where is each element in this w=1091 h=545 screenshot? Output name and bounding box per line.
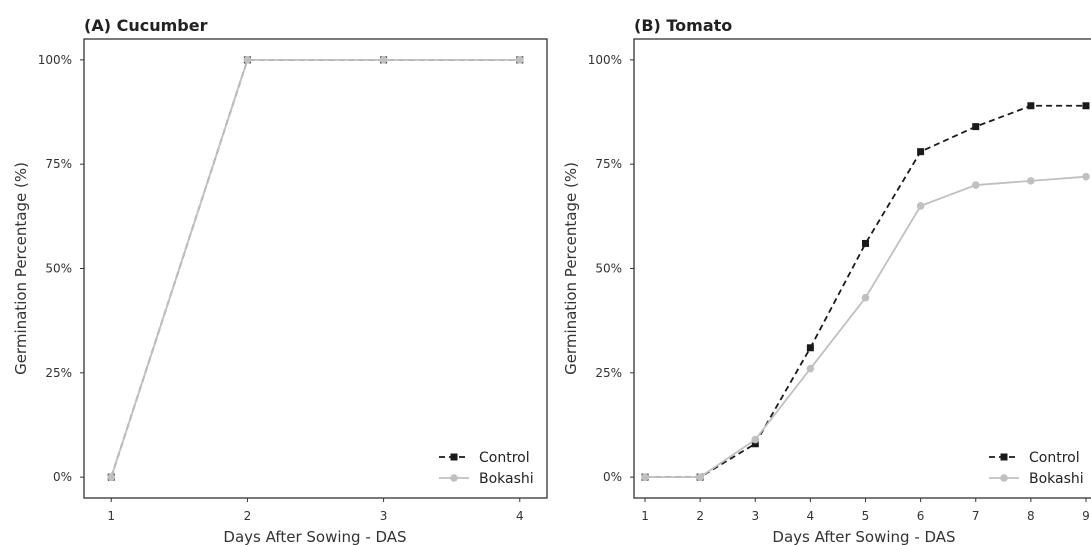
y-tick-label: 50%: [595, 262, 622, 276]
legend-label-control: Control: [479, 450, 530, 466]
series-line-control: [110, 58, 520, 478]
x-tick-label: 5: [862, 509, 870, 523]
legend-label-bokashi: Bokashi: [479, 471, 534, 487]
y-tick-label: 50%: [45, 262, 72, 276]
series-line-bokashi: [110, 58, 520, 478]
data-point-control: [917, 148, 925, 156]
legend-marker-bokashi: [450, 474, 458, 482]
series-control: [641, 102, 1090, 481]
data-point-control: [806, 344, 814, 352]
x-tick-label: 1: [641, 509, 649, 523]
y-tick-label: 100%: [588, 53, 622, 67]
y-tick-label: 75%: [595, 157, 622, 171]
x-tick-label: 7: [972, 509, 980, 523]
data-point-bokashi: [751, 435, 760, 444]
chart-title: (A) Cucumber: [84, 16, 208, 35]
series-line-control: [645, 104, 1086, 479]
legend-label-bokashi: Bokashi: [1029, 471, 1084, 487]
data-point-control: [972, 123, 980, 131]
data-point-bokashi: [107, 473, 116, 481]
data-point-bokashi: [971, 181, 980, 189]
plot-frame: [633, 38, 1091, 499]
series-bokashi: [107, 56, 524, 481]
x-tick-label: 6: [917, 509, 925, 523]
x-tick-label: 8: [1027, 509, 1035, 523]
data-point-bokashi: [696, 473, 704, 481]
data-point-control: [1027, 102, 1035, 110]
legend-label-control: Control: [1029, 450, 1080, 466]
data-point-control: [1082, 102, 1090, 110]
data-point-bokashi: [916, 202, 925, 210]
panel-tomato: (B) Tomato 0% 25% 50% 75% 100% 1 2 3 4 5 6 7 8 9 Days A…: [562, 16, 1091, 545]
x-axis-label: Days After Sowing - DAS: [223, 528, 406, 545]
x-tick-label: 9: [1082, 509, 1090, 523]
data-point-bokashi: [1027, 177, 1035, 185]
data-point-bokashi: [806, 364, 815, 373]
x-tick-label: 4: [516, 509, 524, 523]
y-tick-label: 25%: [595, 366, 622, 380]
legend-marker-bokashi: [1000, 474, 1008, 482]
series-bokashi: [641, 172, 1090, 481]
data-point-control: [751, 440, 759, 448]
legend-marker-control: [450, 453, 458, 461]
panel-cucumber: (A) Cucumber 0% 25% 50% 75% 100% 1 2 3 4 Days Afte…: [12, 16, 548, 545]
x-tick-label: 3: [751, 509, 759, 523]
series-line-bokashi: [645, 175, 1087, 479]
data-point-control: [862, 239, 869, 247]
y-tick-label: 75%: [45, 157, 72, 171]
y-tick-label: 100%: [38, 53, 72, 67]
legend-marker-control: [1000, 453, 1008, 461]
data-point-bokashi: [243, 56, 252, 64]
legend: Control Bokashi: [439, 450, 534, 487]
x-tick-label: 3: [380, 509, 388, 523]
data-point-bokashi: [861, 293, 870, 302]
x-tick-label: 1: [107, 509, 115, 523]
series-control: [107, 56, 524, 481]
x-tick-label: 2: [244, 509, 252, 523]
x-axis-label: Days After Sowing - DAS: [772, 528, 955, 545]
data-point-bokashi: [641, 473, 649, 481]
y-tick-label: 0%: [53, 470, 72, 484]
data-point-bokashi: [515, 56, 524, 64]
chart-title: (B) Tomato: [634, 16, 732, 35]
legend: Control Bokashi: [989, 450, 1084, 487]
data-point-bokashi: [379, 56, 388, 64]
plot-frame: [83, 38, 548, 499]
y-axis-label: Germination Percentage (%): [12, 162, 30, 375]
y-tick-label: 25%: [45, 366, 72, 380]
x-tick-label: 4: [807, 509, 815, 523]
data-point-bokashi: [1082, 172, 1090, 181]
y-axis-label: Germination Percentage (%): [562, 162, 580, 375]
y-tick-label: 0%: [603, 470, 622, 484]
x-tick-label: 2: [696, 509, 704, 523]
